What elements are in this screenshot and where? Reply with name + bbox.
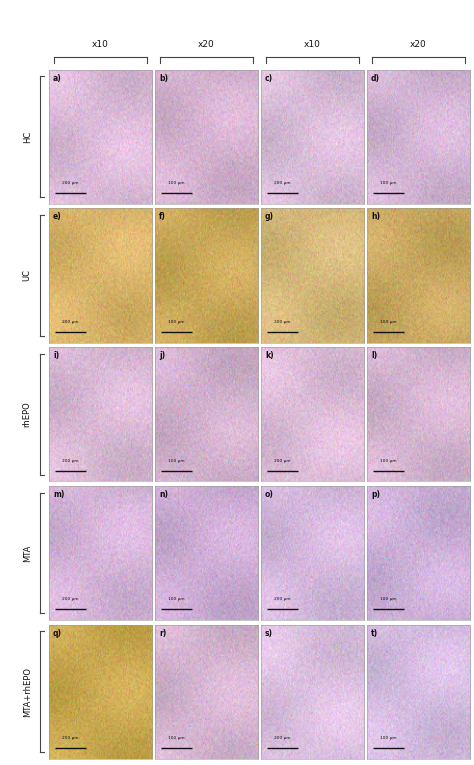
Text: HC: HC — [23, 131, 32, 143]
Text: 100 μm: 100 μm — [168, 181, 185, 185]
Text: 200 μm: 200 μm — [274, 181, 291, 185]
Text: 200 μm: 200 μm — [274, 597, 291, 601]
Text: m): m) — [53, 490, 64, 499]
Text: 200 μm: 200 μm — [62, 736, 79, 740]
Text: o): o) — [265, 490, 274, 499]
Text: l): l) — [371, 351, 377, 360]
Text: 200 μm: 200 μm — [62, 458, 79, 463]
Text: 100 μm: 100 μm — [168, 320, 185, 324]
Text: 100 μm: 100 μm — [168, 597, 185, 601]
Text: x10: x10 — [304, 40, 321, 49]
Text: c): c) — [265, 73, 273, 83]
Text: x20: x20 — [198, 40, 215, 49]
Text: n): n) — [159, 490, 168, 499]
Text: j): j) — [159, 351, 165, 360]
Text: h): h) — [371, 213, 380, 221]
Text: x10: x10 — [92, 40, 109, 49]
Text: e): e) — [53, 213, 62, 221]
Text: 200 μm: 200 μm — [274, 320, 291, 324]
Text: 200 μm: 200 μm — [274, 736, 291, 740]
Text: r): r) — [159, 629, 166, 638]
Text: 200 μm: 200 μm — [62, 597, 79, 601]
Text: 100 μm: 100 μm — [381, 597, 397, 601]
Text: UC: UC — [23, 269, 32, 282]
Text: 100 μm: 100 μm — [381, 320, 397, 324]
Text: 100 μm: 100 μm — [168, 736, 185, 740]
Text: q): q) — [53, 629, 62, 638]
Text: x20: x20 — [410, 40, 427, 49]
Text: s): s) — [265, 629, 273, 638]
Text: i): i) — [53, 351, 59, 360]
Text: 200 μm: 200 μm — [274, 458, 291, 463]
Text: 100 μm: 100 μm — [381, 736, 397, 740]
Text: k): k) — [265, 351, 273, 360]
Text: 100 μm: 100 μm — [381, 458, 397, 463]
Text: 100 μm: 100 μm — [381, 181, 397, 185]
Text: p): p) — [371, 490, 380, 499]
Text: b): b) — [159, 73, 168, 83]
Text: d): d) — [371, 73, 380, 83]
Text: g): g) — [265, 213, 274, 221]
Text: 200 μm: 200 μm — [62, 181, 79, 185]
Text: f): f) — [159, 213, 166, 221]
Text: t): t) — [371, 629, 378, 638]
Text: a): a) — [53, 73, 62, 83]
Text: rhEPO: rhEPO — [23, 402, 32, 427]
Text: 200 μm: 200 μm — [62, 320, 79, 324]
Text: 100 μm: 100 μm — [168, 458, 185, 463]
Text: MTA: MTA — [23, 545, 32, 562]
Text: MTA+rhEPO: MTA+rhEPO — [23, 667, 32, 717]
